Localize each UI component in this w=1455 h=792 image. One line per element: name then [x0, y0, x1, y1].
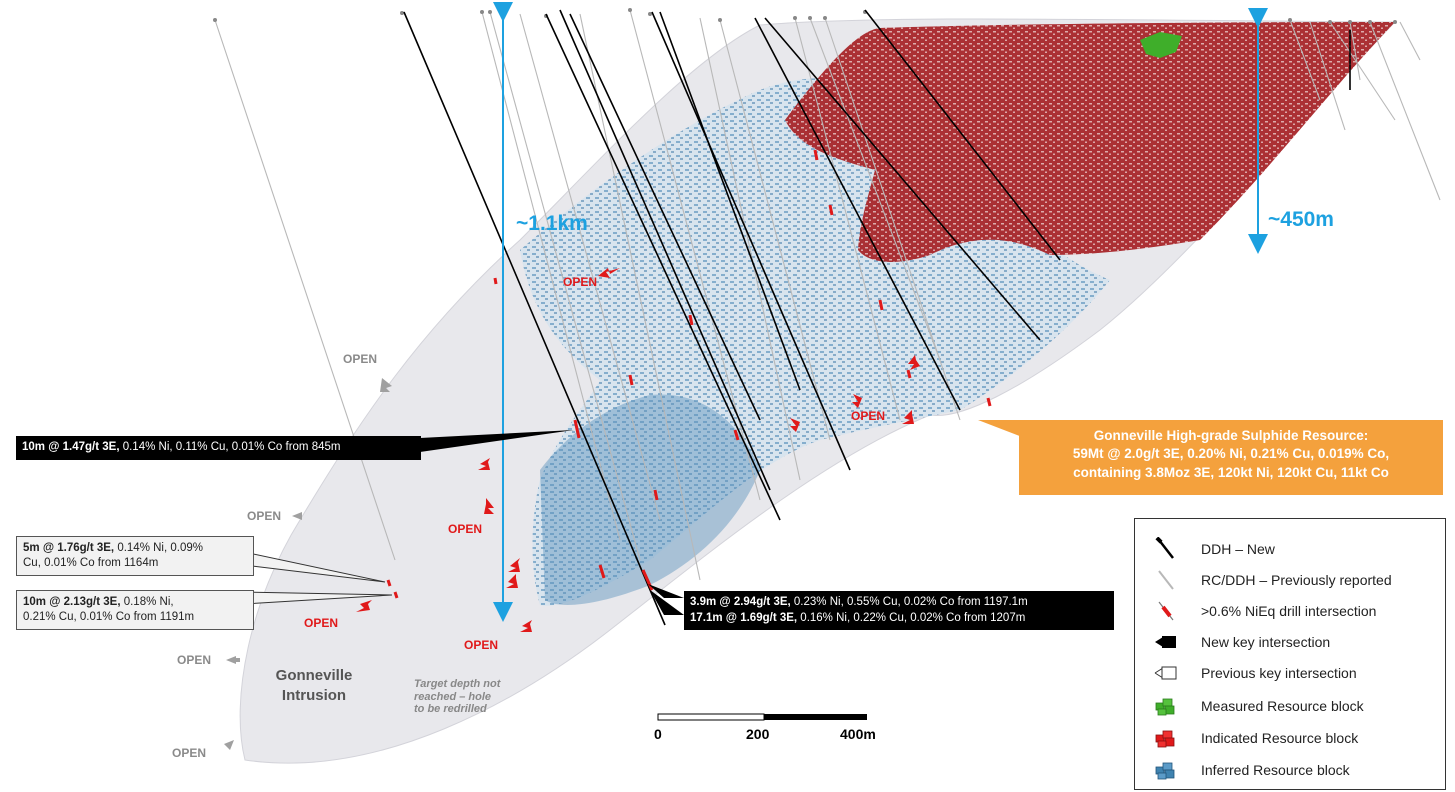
- intersection-callout-1197m: 3.9m @ 2.94g/t 3E, 0.23% Ni, 0.55% Cu, 0…: [684, 591, 1114, 631]
- open-label: OPEN: [247, 509, 282, 523]
- scale-bar: [657, 713, 867, 721]
- collar-points: [213, 8, 1397, 24]
- legend-item: New key intersection: [1135, 630, 1445, 654]
- open-label: OPEN: [851, 409, 886, 423]
- legend-item: RC/DDH – Previously reported: [1135, 568, 1445, 592]
- open-label: OPEN: [172, 746, 207, 760]
- scale-label-0: 0: [654, 726, 662, 742]
- resource-depth-label: ~450m: [1268, 208, 1334, 231]
- inferred-block-icon: [1155, 762, 1175, 780]
- resource-contained: containing 3.8Moz 3E, 120kt Ni, 120kt Cu…: [1073, 464, 1389, 480]
- legend-item: DDH – New: [1135, 537, 1445, 561]
- scale-label-200: 200: [746, 726, 770, 742]
- open-label: OPEN: [304, 616, 339, 630]
- legend: DDH – New RC/DDH – Previously reported >…: [1134, 518, 1446, 790]
- intersection-callout-1191m: 10m @ 2.13g/t 3E, 0.18% Ni, 0.21% Cu, 0.…: [16, 590, 254, 630]
- resource-grade: 59Mt @ 2.0g/t 3E, 0.20% Ni, 0.21% Cu, 0.…: [1072, 446, 1390, 462]
- open-arrows-grey: [224, 378, 392, 750]
- new-drillholes: [403, 9, 1351, 626]
- open-label: OPEN: [563, 275, 598, 289]
- open-label: OPEN: [177, 653, 212, 667]
- indicated-block-icon: [1155, 730, 1175, 748]
- measured-resource-block: [1140, 32, 1182, 58]
- previous-drillhole-icon: [1158, 570, 1174, 590]
- legend-item: >0.6% NiEq drill intersection: [1135, 599, 1445, 623]
- open-label: OPEN: [343, 352, 378, 366]
- intersection-callout-845m: 10m @ 1.47g/t 3E, 0.14% Ni, 0.11% Cu, 0.…: [16, 436, 421, 460]
- inferred-resource-lower: [540, 394, 760, 605]
- intersection-ticks: [386, 149, 992, 599]
- intersection-callout-1164m: 5m @ 1.76g/t 3E, 0.14% Ni, 0.09% Cu, 0.0…: [16, 536, 254, 576]
- open-label: OPEN: [464, 638, 499, 652]
- measured-block-icon: [1155, 698, 1175, 716]
- indicated-resource-zone: [785, 22, 1395, 262]
- open-label: OPEN: [448, 522, 483, 536]
- legend-item: Previous key intersection: [1135, 661, 1445, 685]
- scale-label-400: 400m: [840, 726, 876, 742]
- new-drillhole-icon: [1155, 537, 1174, 559]
- depth-label: ~1.1km: [516, 212, 588, 235]
- legend-item: Inferred Resource block: [1135, 758, 1445, 782]
- callout-pointers: [243, 430, 684, 615]
- resource-summary-box: Gonneville High-grade Sulphide Resource:…: [1019, 420, 1443, 495]
- resource-title: Gonneville High-grade Sulphide Resource:: [1093, 428, 1369, 443]
- new-key-intersection-icon: [1155, 636, 1176, 648]
- target-depth-note: Target depth not reached – hole to be re…: [414, 678, 501, 716]
- resource-pointer: [978, 420, 1030, 440]
- open-arrows-red: [356, 268, 920, 632]
- intrusion-label: Gonneville Intrusion: [275, 667, 353, 705]
- legend-item: Measured Resource block: [1135, 694, 1445, 718]
- legend-item: Indicated Resource block: [1135, 726, 1445, 750]
- intersection-icon: [1158, 601, 1174, 621]
- previous-key-intersection-icon: [1154, 666, 1177, 680]
